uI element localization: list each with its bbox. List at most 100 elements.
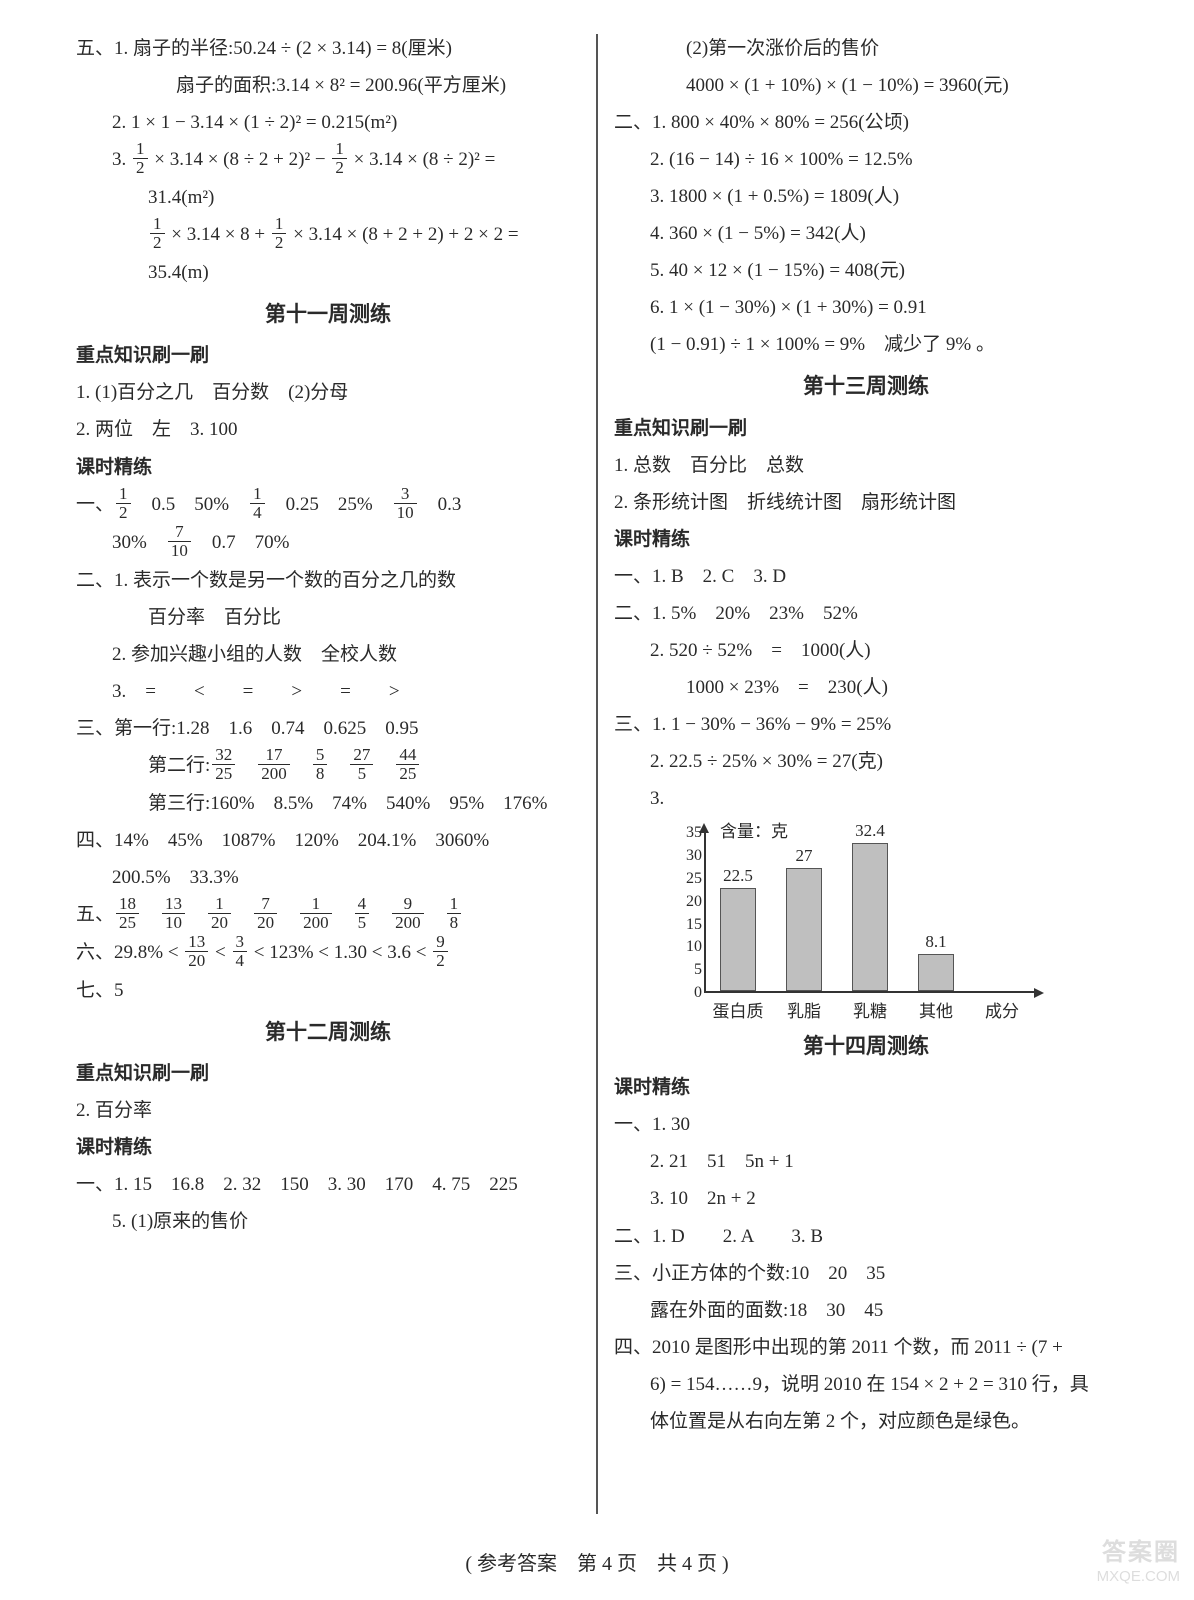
text: 30% 710 0.7 70% — [76, 524, 580, 562]
text: 0.5 50% — [133, 494, 249, 515]
chart-xcategory: 乳糖 — [838, 997, 902, 1022]
text: 0.3 — [419, 494, 462, 515]
text: 2. 百分率 — [76, 1092, 580, 1129]
text: 4. 360 × (1 − 5%) = 342(人) — [614, 215, 1118, 252]
text: 1000 × 23% = 230(人) — [614, 669, 1118, 706]
section-title-week11: 第十一周测练 — [76, 291, 580, 337]
fraction: 1825 — [116, 895, 139, 932]
text: 一、1. B 2. C 3. D — [614, 558, 1118, 595]
text: < — [210, 942, 230, 963]
heading: 重点知识刷一刷 — [76, 337, 580, 374]
fraction: 1200 — [300, 895, 332, 932]
arrow-right-icon — [1034, 988, 1044, 998]
right-column: (2)第一次涨价后的售价 4000 × (1 + 10%) × (1 − 10%… — [598, 30, 1134, 1514]
text: 二、1. 表示一个数是另一个数的百分之几的数 — [76, 562, 580, 599]
text: 200.5% 33.3% — [76, 859, 580, 896]
text: 1. 总数 百分比 总数 — [614, 447, 1118, 484]
chart-bar-label: 8.1 — [909, 932, 963, 952]
chart-ytick: 35 — [676, 824, 702, 842]
text: 0.7 70% — [193, 532, 290, 553]
heading: 课时精练 — [76, 449, 580, 486]
text: 扇子的面积:3.14 × 8² = 200.96(平方厘米) — [76, 67, 580, 104]
text: 露在外面的面数:18 30 45 — [614, 1292, 1118, 1329]
heading: 课时精练 — [614, 521, 1118, 558]
fraction: 17200 — [258, 746, 290, 783]
text: (1 − 0.91) ÷ 1 × 100% = 9% 减少了 9% 。 — [614, 326, 1118, 363]
fraction: 14 — [250, 485, 265, 522]
text: 6. 1 × (1 − 30%) × (1 + 30%) = 0.91 — [614, 289, 1118, 326]
fraction: 9200 — [392, 895, 424, 932]
fraction: 720 — [254, 895, 277, 932]
fraction: 58 — [313, 746, 328, 783]
text: 五、1825 1310 120 720 1200 45 9200 18 — [76, 896, 580, 934]
chart-ytick: 25 — [676, 870, 702, 888]
text: 三、小正方体的个数:10 20 35 — [614, 1255, 1118, 1292]
chart-ytick: 10 — [676, 938, 702, 956]
fraction: 18 — [447, 895, 462, 932]
text: 3. = < = > = > — [76, 673, 580, 710]
chart-xcategory: 成分 — [970, 997, 1034, 1022]
fraction: 12 — [332, 140, 347, 177]
text: 2. 1 × 1 − 3.14 × (1 ÷ 2)² = 0.215(m²) — [76, 104, 580, 141]
fraction: 120 — [208, 895, 231, 932]
bar-chart: 含量：克 0510152025303522.5蛋白质27乳脂32.4乳糖8.1其… — [664, 821, 1064, 1021]
text: 一、1. 15 16.8 2. 32 150 3. 30 170 4. 75 2… — [76, 1166, 580, 1203]
heading: 重点知识刷一刷 — [76, 1055, 580, 1092]
fraction: 12 — [150, 215, 165, 252]
page-footer: ( 参考答案 第 4 页 共 4 页 ) — [0, 1547, 1194, 1576]
text: 一、 — [76, 494, 114, 515]
text: 七、5 — [76, 972, 580, 1009]
fraction: 45 — [355, 895, 370, 932]
text: 3. — [112, 149, 131, 170]
chart-bar-label: 22.5 — [711, 866, 765, 886]
text: 二、1. D 2. A 3. B — [614, 1218, 1118, 1255]
text: 三、1. 1 − 30% − 36% − 9% = 25% — [614, 706, 1118, 743]
chart-bar — [786, 868, 822, 991]
text: 2. 两位 左 3. 100 — [76, 411, 580, 448]
text: × 3.14 × (8 + 2 + 2) + 2 × 2 = — [288, 224, 518, 245]
text: 第二行:3225 17200 58 275 4425 — [76, 747, 580, 785]
fraction: 92 — [433, 933, 448, 970]
section-title-week14: 第十四周测练 — [614, 1023, 1118, 1069]
text: 2. 参加兴趣小组的人数 全校人数 — [76, 636, 580, 673]
heading: 课时精练 — [76, 1129, 580, 1166]
text: (2)第一次涨价后的售价 — [614, 30, 1118, 67]
fraction: 1320 — [185, 933, 208, 970]
text: 3. — [614, 780, 1118, 817]
text: 六、29.8% < — [76, 942, 183, 963]
fraction: 710 — [168, 523, 191, 560]
chart-bar — [720, 888, 756, 991]
text: 2. 21 51 5n + 1 — [614, 1143, 1118, 1180]
text: 2. 520 ÷ 52% = 1000(人) — [614, 632, 1118, 669]
text: 二、1. 5% 20% 23% 52% — [614, 595, 1118, 632]
text: 百分率 百分比 — [76, 599, 580, 636]
text: × 3.14 × (8 ÷ 2)² = — [349, 149, 495, 170]
text: 3. 1800 × (1 + 0.5%) = 1809(人) — [614, 178, 1118, 215]
chart-bar-label: 27 — [777, 846, 831, 866]
text: 12 × 3.14 × 8 + 12 × 3.14 × (8 + 2 + 2) … — [76, 216, 580, 254]
text: 三、第一行:1.28 1.6 0.74 0.625 0.95 — [76, 710, 580, 747]
text: 六、29.8% < 1320 < 34 < 123% < 1.30 < 3.6 … — [76, 934, 580, 972]
text: < 123% < 1.30 < 3.6 < — [249, 942, 431, 963]
fraction: 34 — [233, 933, 248, 970]
chart-xcategory: 乳脂 — [772, 997, 836, 1022]
fraction: 275 — [350, 746, 373, 783]
heading: 重点知识刷一刷 — [614, 410, 1118, 447]
text: 6) = 154……9，说明 2010 在 154 × 2 + 2 = 310 … — [614, 1366, 1118, 1403]
text: 第二行: — [148, 755, 210, 776]
fraction: 12 — [116, 485, 131, 522]
page: 五、1. 扇子的半径:50.24 ÷ (2 × 3.14) = 8(厘米) 扇子… — [0, 0, 1194, 1524]
text: 四、14% 45% 1087% 120% 204.1% 3060% — [76, 822, 580, 859]
chart-ytick: 30 — [676, 847, 702, 865]
fraction: 12 — [133, 140, 148, 177]
text: 2. 条形统计图 折线统计图 扇形统计图 — [614, 484, 1118, 521]
fraction: 3225 — [212, 746, 235, 783]
text: 30% — [112, 532, 166, 553]
chart-bar — [918, 954, 954, 991]
text: 五、1. 扇子的半径:50.24 ÷ (2 × 3.14) = 8(厘米) — [76, 30, 580, 67]
text: 3. 10 2n + 2 — [614, 1180, 1118, 1217]
text: 一、1. 30 — [614, 1106, 1118, 1143]
chart-xcategory: 其他 — [904, 997, 968, 1022]
section-title-week12: 第十二周测练 — [76, 1009, 580, 1055]
fraction: 1310 — [162, 895, 185, 932]
